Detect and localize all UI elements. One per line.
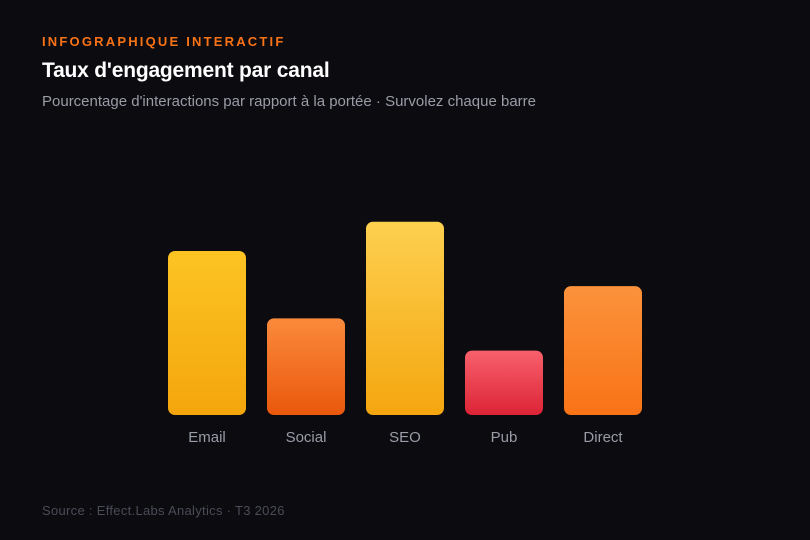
bar-seo[interactable]	[366, 221, 444, 415]
category-label-pub: Pub	[491, 429, 518, 446]
bar-pub[interactable]	[465, 350, 543, 415]
source-note: Source : Effect.Labs Analytics · T3 2026	[42, 503, 285, 518]
bar-direct[interactable]	[564, 286, 642, 415]
bars-group	[168, 221, 642, 415]
category-label-direct: Direct	[583, 429, 623, 446]
bar-social[interactable]	[267, 318, 345, 415]
chart-kicker: INFOGRAPHIQUE INTERACTIF	[42, 34, 286, 49]
chart-title: Taux d'engagement par canal	[42, 59, 330, 82]
category-label-email: Email	[188, 429, 226, 446]
bar-email[interactable]	[168, 251, 246, 415]
category-label-social: Social	[286, 429, 327, 446]
category-labels-group: Email Social SEO Pub Direct	[188, 429, 623, 446]
category-label-seo: SEO	[389, 429, 421, 446]
chart-subtitle: Pourcentage d'interactions par rapport à…	[42, 93, 536, 110]
